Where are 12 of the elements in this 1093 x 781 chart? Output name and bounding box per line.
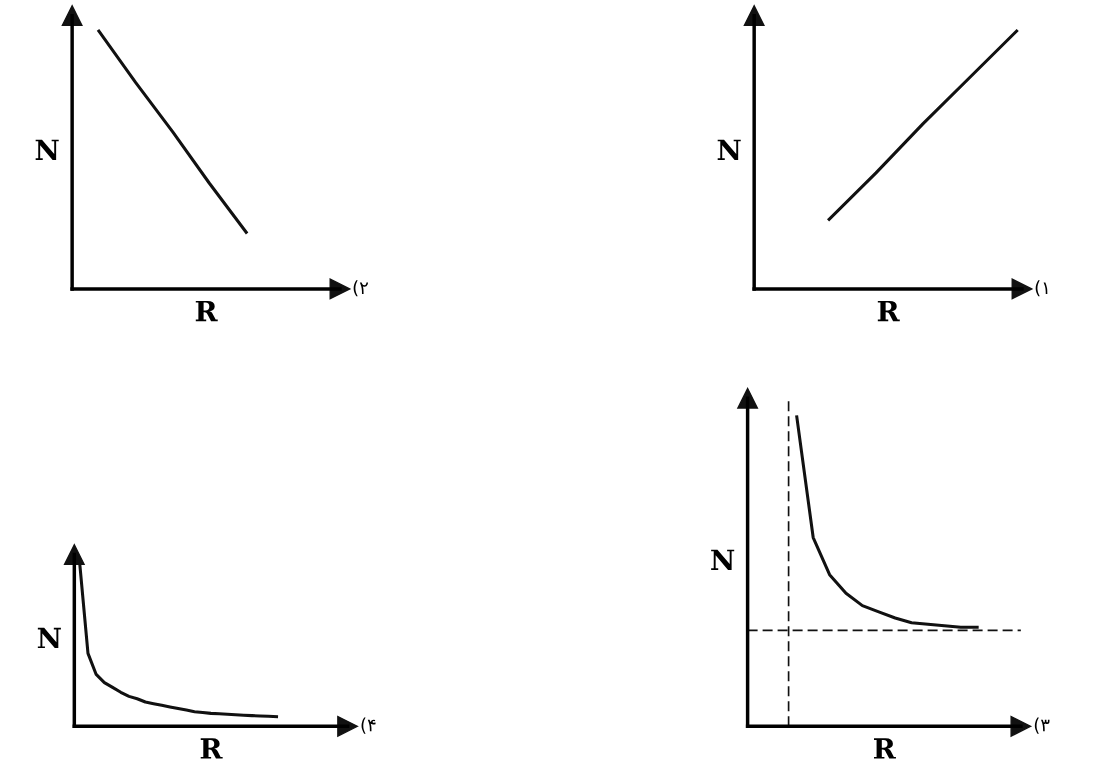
text: (۴ xyxy=(361,717,376,734)
y-axis-title: N xyxy=(717,139,741,160)
x-axis-title: R xyxy=(877,300,900,322)
y-axis-title: N xyxy=(37,627,61,649)
y-axis-title: N xyxy=(35,139,59,160)
text: (۳ xyxy=(1034,717,1050,734)
x-axis-title: R xyxy=(874,738,896,759)
x-axis-title: R xyxy=(200,738,223,759)
x-axis-title: R xyxy=(195,300,218,322)
annotation: (۱ xyxy=(1035,280,1048,297)
text: (۲ xyxy=(353,280,369,297)
y-axis-title: N xyxy=(711,549,735,570)
